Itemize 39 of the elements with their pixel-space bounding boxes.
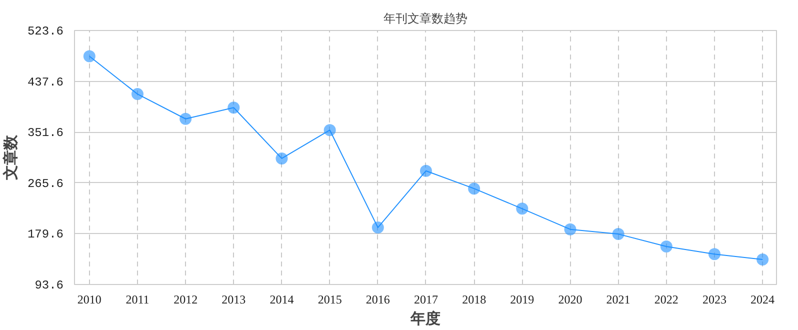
point [564,223,576,236]
point [612,228,624,240]
x-axis-title: 年度 [410,310,440,328]
x-tick-label: 2018 [462,292,486,306]
chart-title: 年刊文章数趋势 [384,12,468,26]
point [660,240,672,252]
point [131,88,144,100]
x-tick-label: 2011 [126,292,150,306]
point [756,253,769,266]
point [276,152,288,164]
x-tick-label: 2019 [510,292,534,306]
point [372,222,384,234]
point [180,112,192,125]
y-axis-title: 文章数 [1,134,20,181]
y-tick-label: 351.6 [27,126,64,140]
point [420,164,432,177]
point [324,124,336,136]
x-tick-label: 2017 [414,292,438,306]
x-tick-label: 2020 [558,292,582,306]
y-tick-label: 265.6 [27,176,64,191]
y-tick-label: 179.6 [27,228,64,242]
point [516,202,528,215]
y-tick-label: 437.6 [27,75,64,90]
x-tick-label: 2022 [654,292,678,306]
x-tick-label: 2024 [750,292,775,306]
point [83,50,96,62]
x-tick-label: 2016 [366,292,390,306]
x-tick-label: 2014 [270,292,294,306]
x-tick-label: 2015 [318,292,342,306]
x-tick-label: 2021 [606,292,630,306]
point [468,182,480,195]
y-tick-label: 523.6 [27,24,64,38]
x-tick-label: 2012 [174,292,198,306]
x-tick-label: 2023 [702,292,726,306]
y-tick-label: 93.6 [34,278,64,292]
point [708,248,720,260]
x-tick-label: 2010 [77,292,102,306]
point [228,102,240,114]
x-tick-label: 2013 [222,292,246,306]
